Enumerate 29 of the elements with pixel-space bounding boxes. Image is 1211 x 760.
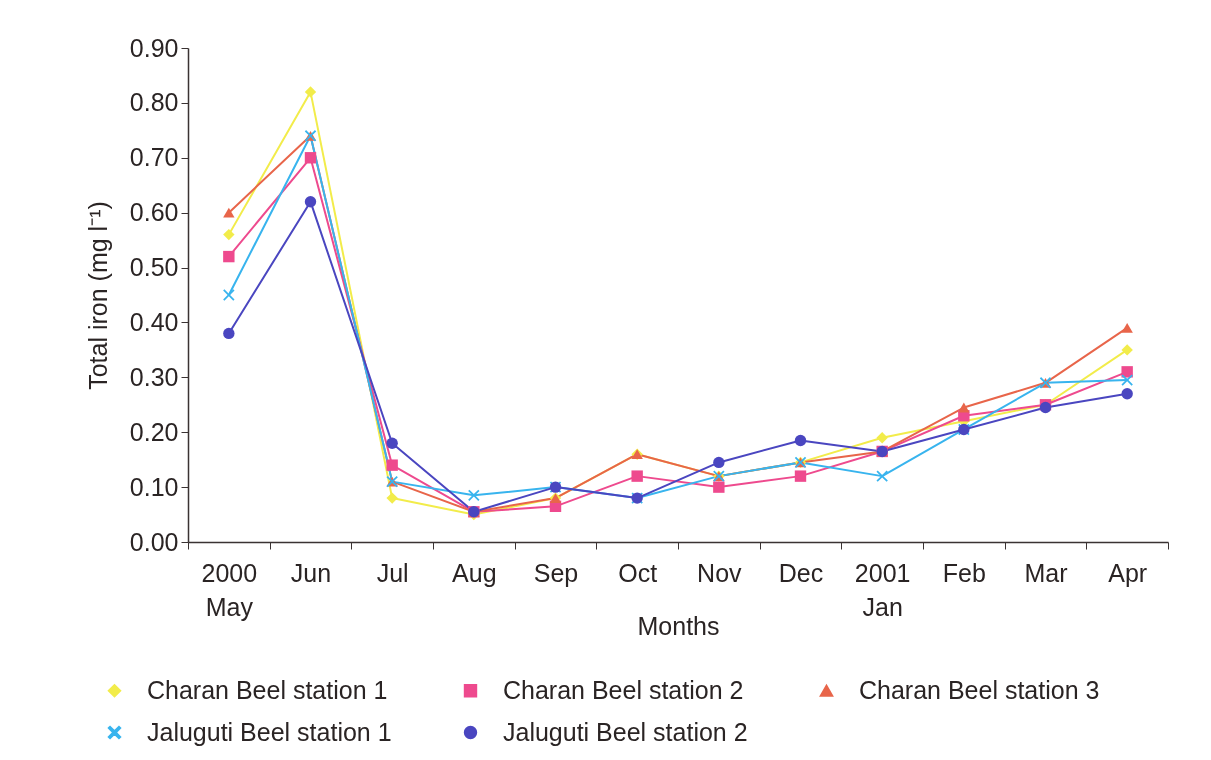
y-tick-label: 0.80 (129, 88, 179, 117)
legend-label: Jaluguti Beel station 2 (503, 717, 748, 746)
y-tick-label: 0.30 (129, 362, 179, 391)
y-tick-label: 0.50 (129, 253, 179, 282)
y-tick-label: 0.90 (129, 33, 179, 62)
x-tick-label: Mar (1024, 558, 1068, 587)
y-tick-label: 0.00 (129, 527, 179, 556)
x-tick-label: Feb (942, 558, 986, 587)
x-tick-label: 2000 May (201, 558, 258, 621)
x-tick-label: Jun (290, 558, 332, 587)
legend-label: Jaluguti Beel station 1 (147, 717, 392, 746)
x-axis-title: Months (637, 611, 720, 640)
x-tick-label: Nov (697, 558, 743, 587)
y-tick-label: 0.20 (129, 417, 179, 446)
x-tick-label: Sep (533, 558, 579, 587)
y-tick-label: 0.60 (129, 198, 179, 227)
x-tick-label: Aug (452, 558, 497, 587)
x-tick-label: Oct (618, 558, 658, 587)
legend-label: Charan Beel station 1 (147, 675, 388, 704)
y-tick-label: 0.10 (129, 472, 179, 501)
x-tick-label: Jul (376, 558, 409, 587)
y-tick-label: 0.70 (129, 143, 179, 172)
x-tick-label: Dec (778, 558, 824, 587)
legend-label: Charan Beel station 3 (859, 675, 1100, 704)
legend-label: Charan Beel station 2 (503, 675, 744, 704)
x-tick-label: Apr (1108, 558, 1148, 587)
x-tick-label: 2001 Jan (854, 558, 911, 621)
y-tick-label: 0.40 (129, 307, 179, 336)
y-axis-title: Total iron (mg l⁻¹) (83, 201, 112, 390)
